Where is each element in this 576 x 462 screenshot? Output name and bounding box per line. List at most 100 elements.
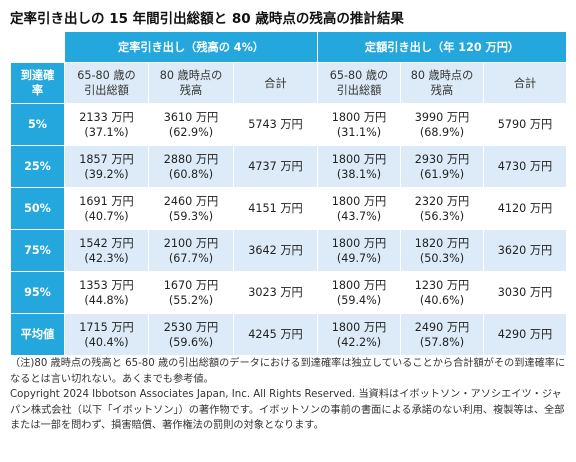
cell-fa-balance: 2490 万円 (57.8%) xyxy=(400,313,484,356)
cell-fa-balance: 1230 万円 (40.6%) xyxy=(400,271,484,314)
cell-amount: 2133 万円 xyxy=(79,110,134,124)
cell-fa-balance: 3990 万円 (68.9%) xyxy=(400,103,484,146)
header-probability-line1: 到達確 xyxy=(20,69,55,82)
header-line: 80 歳時点の xyxy=(410,69,474,82)
group-header-fixed-amount: 定額引き出し（年 120 万円） xyxy=(316,31,568,63)
cell-fr-withdraw: 1353 万円 (44.8%) xyxy=(64,271,149,314)
cell-percent: (42.3%) xyxy=(84,251,129,265)
cell-amount: 2880 万円 xyxy=(163,152,219,166)
cell-fa-total: 4290 万円 xyxy=(482,313,568,356)
cell-percent: (61.9%) xyxy=(419,167,465,181)
cell-amount: 1800 万円 xyxy=(331,110,387,124)
footnote-disclaimer: （注)80 歳時点の残高と 65-80 歳の引出総額のデータにおける到達確率は独… xyxy=(10,358,566,385)
row-label: 25% xyxy=(10,145,65,188)
cell-fr-balance: 2880 万円 (60.8%) xyxy=(148,145,234,188)
cell-percent: (31.1%) xyxy=(336,125,382,139)
table-row: 75% 1542 万円 (42.3%) 2100 万円 (67.7%) 3642 万円 18… xyxy=(10,229,568,272)
header-fr-withdraw: 65-80 歳の 引出総額 xyxy=(64,62,149,104)
group-header-fixed-rate: 定率引き出し（残高の 4%） xyxy=(64,31,318,63)
header-line: 引出総額 xyxy=(84,84,129,97)
cell-percent: (40.6%) xyxy=(419,293,465,307)
cell-percent: (55.2%) xyxy=(168,293,214,307)
header-line: 65-80 歳の xyxy=(329,69,389,82)
cell-percent: (40.7%) xyxy=(84,209,129,223)
cell-amount: 2320 万円 xyxy=(414,194,470,208)
cell-fa-withdraw: 1800 万円 (43.7%) xyxy=(317,187,401,230)
cell-amount: 1857 万円 xyxy=(79,152,134,166)
cell-fr-balance: 2530 万円 (59.6%) xyxy=(148,313,234,356)
cell-fr-total: 3023 万円 xyxy=(233,271,318,314)
cell-fr-total: 5743 万円 xyxy=(233,103,318,146)
cell-percent: (59.3%) xyxy=(168,209,214,223)
header-line: 残高 xyxy=(430,84,454,97)
corner-cell xyxy=(10,31,65,63)
cell-amount: 2530 万円 xyxy=(163,320,219,334)
cell-fr-balance: 2460 万円 (59.3%) xyxy=(148,187,234,230)
row-label: 75% xyxy=(10,229,65,272)
cell-percent: (49.7%) xyxy=(336,251,382,265)
header-fa-total: 合計 xyxy=(482,62,568,104)
cell-percent: (67.7%) xyxy=(168,251,214,265)
header-line: 引出総額 xyxy=(336,84,382,97)
cell-fr-balance: 2100 万円 (67.7%) xyxy=(148,229,234,272)
cell-fr-withdraw: 1542 万円 (42.3%) xyxy=(64,229,149,272)
cell-percent: (38.1%) xyxy=(336,167,382,181)
header-fa-withdraw: 65-80 歳の 引出総額 xyxy=(317,62,401,104)
cell-amount: 2930 万円 xyxy=(414,152,470,166)
cell-fa-balance: 2930 万円 (61.9%) xyxy=(400,145,484,188)
header-fr-balance: 80 歳時点の 残高 xyxy=(148,62,234,104)
cell-fr-total: 3642 万円 xyxy=(233,229,318,272)
cell-percent: (59.4%) xyxy=(336,293,382,307)
header-line: 80 歳時点の xyxy=(159,69,223,82)
cell-percent: (59.6%) xyxy=(168,335,214,349)
cell-amount: 1691 万円 xyxy=(79,194,134,208)
cell-amount: 1800 万円 xyxy=(331,320,387,334)
results-table: 定率引き出し（残高の 4%） 定額引き出し（年 120 万円） 到達確 率 65… xyxy=(10,31,568,356)
header-probability: 到達確 率 xyxy=(10,62,65,104)
cell-percent: (44.8%) xyxy=(84,293,129,307)
header-fr-total: 合計 xyxy=(233,62,318,104)
cell-fa-withdraw: 1800 万円 (42.2%) xyxy=(317,313,401,356)
footnote: （注)80 歳時点の残高と 65-80 歳の引出総額のデータにおける到達確率は独… xyxy=(10,356,568,434)
cell-percent: (57.8%) xyxy=(419,335,465,349)
header-probability-line2: 率 xyxy=(31,84,44,97)
cell-fr-withdraw: 1715 万円 (40.4%) xyxy=(64,313,149,356)
footnote-copyright: Copyright 2024 Ibbotson Associates Japan… xyxy=(10,389,565,431)
cell-percent: (39.2%) xyxy=(84,167,129,181)
row-label: 5% xyxy=(10,103,65,146)
table-row: 25% 1857 万円 (39.2%) 2880 万円 (60.8%) 4737 万円 18… xyxy=(10,145,568,188)
cell-fa-total: 4120 万円 xyxy=(482,187,568,230)
table-row: 5% 2133 万円 (37.1%) 3610 万円 (62.9%) 5743 万円 180… xyxy=(10,103,568,146)
row-label: 50% xyxy=(10,187,65,230)
cell-amount: 1670 万円 xyxy=(163,278,219,292)
cell-fa-withdraw: 1800 万円 (31.1%) xyxy=(317,103,401,146)
cell-fr-withdraw: 1857 万円 (39.2%) xyxy=(64,145,149,188)
cell-amount: 1542 万円 xyxy=(79,236,134,250)
cell-amount: 2100 万円 xyxy=(163,236,219,250)
cell-fa-total: 5790 万円 xyxy=(482,103,568,146)
cell-fr-total: 4737 万円 xyxy=(233,145,318,188)
header-line: 65-80 歳の xyxy=(77,69,136,82)
cell-percent: (37.1%) xyxy=(84,125,129,139)
cell-amount: 1715 万円 xyxy=(79,320,134,334)
cell-amount: 1800 万円 xyxy=(331,152,387,166)
cell-fr-withdraw: 1691 万円 (40.7%) xyxy=(64,187,149,230)
table-row: 95% 1353 万円 (44.8%) 1670 万円 (55.2%) 3023 万円 18… xyxy=(10,271,568,314)
cell-amount: 1800 万円 xyxy=(331,278,387,292)
cell-fr-balance: 1670 万円 (55.2%) xyxy=(148,271,234,314)
cell-fr-balance: 3610 万円 (62.9%) xyxy=(148,103,234,146)
cell-fa-withdraw: 1800 万円 (38.1%) xyxy=(317,145,401,188)
cell-fa-withdraw: 1800 万円 (59.4%) xyxy=(317,271,401,314)
cell-amount: 1353 万円 xyxy=(79,278,134,292)
cell-percent: (62.9%) xyxy=(168,125,214,139)
cell-amount: 1820 万円 xyxy=(414,236,470,250)
cell-fa-total: 3030 万円 xyxy=(482,271,568,314)
cell-fr-total: 4245 万円 xyxy=(233,313,318,356)
cell-fa-total: 4730 万円 xyxy=(482,145,568,188)
row-label: 平均値 xyxy=(10,313,65,356)
cell-percent: (56.3%) xyxy=(419,209,465,223)
cell-amount: 1800 万円 xyxy=(331,194,387,208)
cell-fr-withdraw: 2133 万円 (37.1%) xyxy=(64,103,149,146)
page-title: 定率引き出しの 15 年間引出総額と 80 歳時点の残高の推計結果 xyxy=(10,11,404,27)
cell-amount: 2490 万円 xyxy=(414,320,470,334)
